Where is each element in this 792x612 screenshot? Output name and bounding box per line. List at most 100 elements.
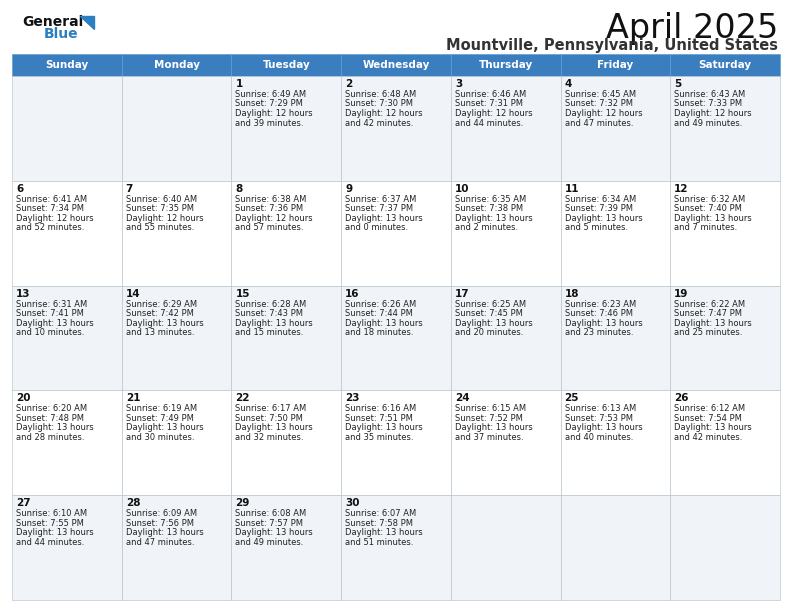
Text: Sunset: 7:54 PM: Sunset: 7:54 PM xyxy=(674,414,742,423)
Text: Daylight: 13 hours: Daylight: 13 hours xyxy=(345,528,423,537)
Text: Sunrise: 6:22 AM: Sunrise: 6:22 AM xyxy=(674,300,745,308)
Bar xyxy=(341,54,451,76)
Text: Sunset: 7:45 PM: Sunset: 7:45 PM xyxy=(455,309,523,318)
Bar xyxy=(122,54,231,76)
Bar xyxy=(561,181,670,286)
Bar xyxy=(341,76,451,181)
Text: 20: 20 xyxy=(16,394,31,403)
Text: Sunset: 7:49 PM: Sunset: 7:49 PM xyxy=(126,414,193,423)
Text: and 20 minutes.: and 20 minutes. xyxy=(455,328,524,337)
Text: and 42 minutes.: and 42 minutes. xyxy=(674,433,743,442)
Text: Sunrise: 6:48 AM: Sunrise: 6:48 AM xyxy=(345,90,417,99)
Text: Sunset: 7:58 PM: Sunset: 7:58 PM xyxy=(345,519,413,528)
Text: Daylight: 13 hours: Daylight: 13 hours xyxy=(565,424,642,433)
Bar xyxy=(670,286,780,390)
Text: Sunset: 7:33 PM: Sunset: 7:33 PM xyxy=(674,100,742,108)
Text: and 35 minutes.: and 35 minutes. xyxy=(345,433,413,442)
Text: and 49 minutes.: and 49 minutes. xyxy=(674,119,743,127)
Text: Sunrise: 6:40 AM: Sunrise: 6:40 AM xyxy=(126,195,197,204)
Bar xyxy=(12,54,122,76)
Bar xyxy=(451,286,561,390)
Text: Sunrise: 6:45 AM: Sunrise: 6:45 AM xyxy=(565,90,636,99)
Text: and 39 minutes.: and 39 minutes. xyxy=(235,119,304,127)
Bar xyxy=(231,181,341,286)
Text: Sunset: 7:52 PM: Sunset: 7:52 PM xyxy=(455,414,523,423)
Text: Sunset: 7:43 PM: Sunset: 7:43 PM xyxy=(235,309,303,318)
Text: Sunrise: 6:09 AM: Sunrise: 6:09 AM xyxy=(126,509,197,518)
Bar xyxy=(122,390,231,495)
Text: Wednesday: Wednesday xyxy=(362,60,430,70)
Text: Sunrise: 6:07 AM: Sunrise: 6:07 AM xyxy=(345,509,417,518)
Text: and 0 minutes.: and 0 minutes. xyxy=(345,223,408,233)
Text: Daylight: 12 hours: Daylight: 12 hours xyxy=(345,109,423,118)
Text: 13: 13 xyxy=(16,289,31,299)
Text: Sunrise: 6:26 AM: Sunrise: 6:26 AM xyxy=(345,300,417,308)
Bar xyxy=(12,390,122,495)
Text: Sunset: 7:51 PM: Sunset: 7:51 PM xyxy=(345,414,413,423)
Text: Sunrise: 6:28 AM: Sunrise: 6:28 AM xyxy=(235,300,307,308)
Text: Sunrise: 6:15 AM: Sunrise: 6:15 AM xyxy=(455,405,526,413)
Text: Daylight: 13 hours: Daylight: 13 hours xyxy=(16,528,93,537)
Text: Daylight: 12 hours: Daylight: 12 hours xyxy=(235,214,313,223)
Text: 29: 29 xyxy=(235,498,249,508)
Text: Thursday: Thursday xyxy=(478,60,533,70)
Text: Sunset: 7:40 PM: Sunset: 7:40 PM xyxy=(674,204,742,214)
Text: and 40 minutes.: and 40 minutes. xyxy=(565,433,633,442)
Text: Daylight: 13 hours: Daylight: 13 hours xyxy=(455,319,532,327)
Text: Daylight: 13 hours: Daylight: 13 hours xyxy=(235,319,313,327)
Text: Daylight: 13 hours: Daylight: 13 hours xyxy=(455,214,532,223)
Bar xyxy=(451,76,561,181)
Text: 15: 15 xyxy=(235,289,250,299)
Text: and 5 minutes.: and 5 minutes. xyxy=(565,223,628,233)
Bar xyxy=(561,286,670,390)
Text: Saturday: Saturday xyxy=(699,60,752,70)
Text: 8: 8 xyxy=(235,184,242,194)
Text: Mountville, Pennsylvania, United States: Mountville, Pennsylvania, United States xyxy=(446,38,778,53)
Text: 5: 5 xyxy=(674,79,682,89)
Text: Daylight: 12 hours: Daylight: 12 hours xyxy=(455,109,532,118)
Text: and 13 minutes.: and 13 minutes. xyxy=(126,328,194,337)
Text: 11: 11 xyxy=(565,184,579,194)
Bar xyxy=(12,76,122,181)
Bar xyxy=(341,286,451,390)
Text: 26: 26 xyxy=(674,394,689,403)
Text: 10: 10 xyxy=(455,184,470,194)
Text: Sunset: 7:38 PM: Sunset: 7:38 PM xyxy=(455,204,523,214)
Text: 16: 16 xyxy=(345,289,360,299)
Text: 4: 4 xyxy=(565,79,572,89)
Text: and 49 minutes.: and 49 minutes. xyxy=(235,538,304,547)
Text: and 30 minutes.: and 30 minutes. xyxy=(126,433,194,442)
Text: Sunset: 7:50 PM: Sunset: 7:50 PM xyxy=(235,414,303,423)
Text: and 44 minutes.: and 44 minutes. xyxy=(455,119,524,127)
Bar xyxy=(341,495,451,600)
Text: 17: 17 xyxy=(455,289,470,299)
Bar xyxy=(122,286,231,390)
Text: Daylight: 12 hours: Daylight: 12 hours xyxy=(16,214,93,223)
Text: 1: 1 xyxy=(235,79,242,89)
Text: 22: 22 xyxy=(235,394,250,403)
Text: Daylight: 12 hours: Daylight: 12 hours xyxy=(235,109,313,118)
Text: Daylight: 13 hours: Daylight: 13 hours xyxy=(674,319,752,327)
Text: Daylight: 13 hours: Daylight: 13 hours xyxy=(235,528,313,537)
Bar xyxy=(561,54,670,76)
Bar xyxy=(670,495,780,600)
Text: Sunrise: 6:23 AM: Sunrise: 6:23 AM xyxy=(565,300,636,308)
Text: Sunset: 7:32 PM: Sunset: 7:32 PM xyxy=(565,100,633,108)
Bar xyxy=(341,390,451,495)
Text: Daylight: 13 hours: Daylight: 13 hours xyxy=(565,214,642,223)
Text: 2: 2 xyxy=(345,79,352,89)
Text: and 10 minutes.: and 10 minutes. xyxy=(16,328,85,337)
Text: Sunset: 7:34 PM: Sunset: 7:34 PM xyxy=(16,204,84,214)
Text: Sunset: 7:53 PM: Sunset: 7:53 PM xyxy=(565,414,633,423)
Bar xyxy=(231,54,341,76)
Text: Sunset: 7:31 PM: Sunset: 7:31 PM xyxy=(455,100,523,108)
Bar xyxy=(670,54,780,76)
Text: 7: 7 xyxy=(126,184,133,194)
Text: Daylight: 12 hours: Daylight: 12 hours xyxy=(674,109,752,118)
Text: Sunrise: 6:49 AM: Sunrise: 6:49 AM xyxy=(235,90,307,99)
Bar xyxy=(561,495,670,600)
Bar xyxy=(451,495,561,600)
Bar xyxy=(12,286,122,390)
Text: 30: 30 xyxy=(345,498,360,508)
Text: 3: 3 xyxy=(455,79,462,89)
